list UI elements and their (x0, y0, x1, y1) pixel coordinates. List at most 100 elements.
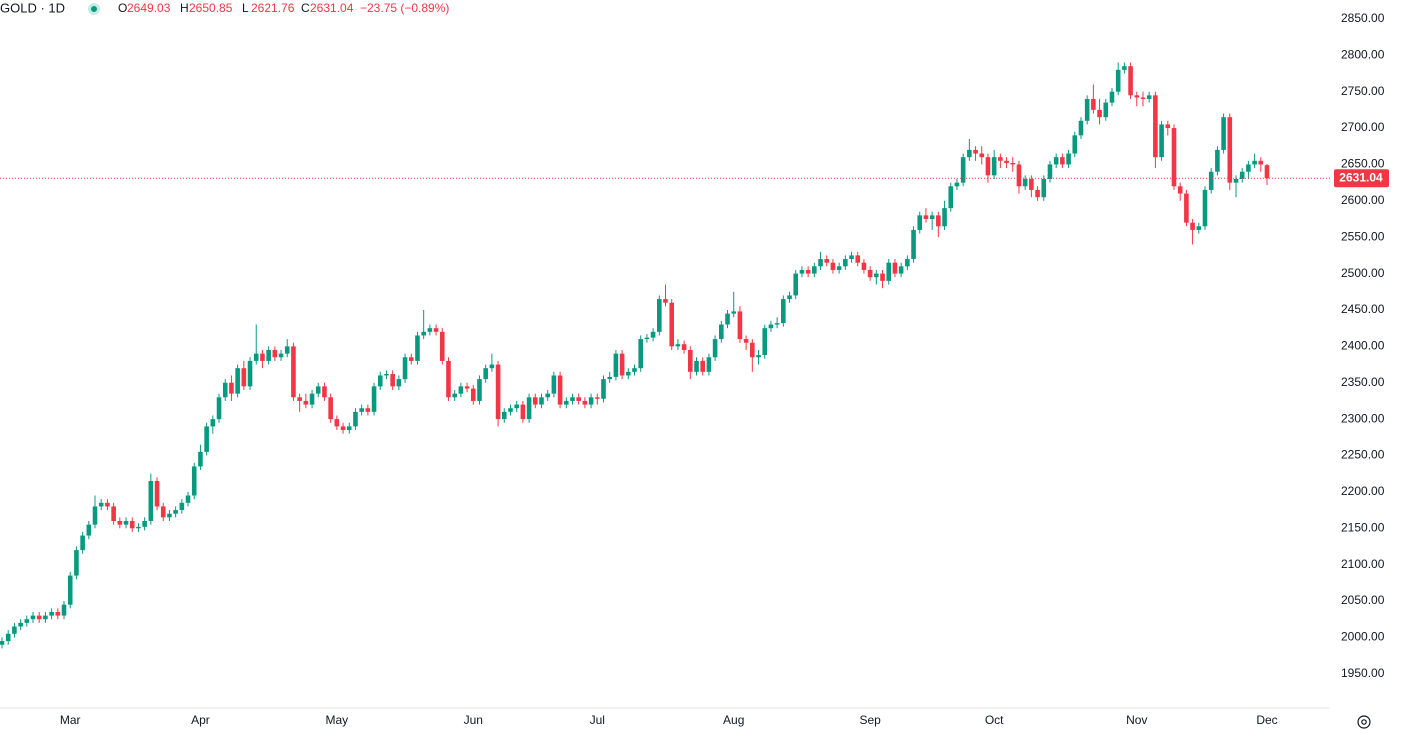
candle-body (836, 266, 842, 270)
candle-body (346, 426, 352, 431)
y-tick-label: 2100.00 (1341, 557, 1385, 571)
candle-body (260, 353, 265, 361)
change-label: −23.75 (−0.89%) (360, 1, 449, 15)
candle-body (526, 397, 532, 420)
candle-body (700, 360, 706, 372)
candle-body (663, 299, 668, 303)
candle-body (278, 353, 284, 358)
candle-body (985, 157, 991, 176)
candle-body (960, 157, 966, 183)
candle-body (1202, 189, 1208, 227)
x-tick-label: May (326, 713, 349, 727)
candle-body (266, 349, 271, 361)
candle-body (477, 379, 482, 401)
candle-body (936, 215, 941, 227)
last-price-tag (1334, 169, 1389, 188)
candle-body (396, 379, 402, 387)
candle-body (1047, 164, 1053, 180)
candle-body (0, 641, 5, 645)
candle-body (1097, 109, 1102, 118)
candle-body (948, 186, 954, 209)
candle-body (874, 273, 879, 278)
candle-body (1072, 135, 1078, 154)
candle-body (384, 374, 389, 376)
settings-icon[interactable] (1357, 715, 1371, 729)
candle-body (12, 626, 17, 634)
candle-body (508, 408, 513, 412)
candle-body (136, 526, 141, 529)
candle-body (929, 215, 935, 220)
y-tick-label: 2150.00 (1341, 520, 1385, 534)
candle-body (855, 255, 861, 263)
candle-body (607, 376, 612, 380)
candle-body (688, 349, 693, 372)
candle-body (117, 520, 123, 525)
candle-body (657, 299, 662, 332)
candle-body (601, 379, 606, 399)
candle-body (67, 575, 73, 605)
candle-body (222, 382, 228, 398)
candle-body (5, 633, 11, 642)
candle-body (1153, 95, 1158, 158)
candle-body (74, 550, 79, 576)
candle-body (582, 400, 588, 405)
candle-body (1066, 153, 1071, 165)
y-tick-label: 2600.00 (1341, 193, 1385, 207)
y-tick-label: 2750.00 (1341, 84, 1385, 98)
ohlc-value: 2621.76 (251, 1, 295, 15)
candle-body (787, 295, 792, 300)
candle-body (1103, 102, 1109, 118)
candle-body (421, 331, 426, 336)
candle-body (36, 615, 42, 620)
ohlc-prefix: C (301, 1, 310, 15)
candle-body (1016, 164, 1022, 187)
candle-body (830, 262, 836, 270)
candle-body (812, 266, 817, 274)
candle-body (539, 397, 544, 405)
candle-body (681, 344, 687, 350)
candle-body (576, 397, 581, 401)
candle-body (706, 357, 712, 372)
candle-body (1146, 95, 1152, 99)
candle-body (359, 408, 364, 412)
candle-body (632, 368, 637, 372)
candle-body (1078, 120, 1084, 136)
candle-body (1041, 179, 1047, 198)
candle-body (520, 404, 526, 420)
candle-body (514, 404, 519, 409)
candle-body (1239, 171, 1245, 180)
candle-body (1022, 179, 1028, 187)
candle-body (1004, 160, 1009, 163)
candle-body (1140, 97, 1146, 99)
candle-body (1122, 66, 1127, 70)
candle-body (185, 495, 191, 503)
candle-body (315, 386, 321, 394)
last-price-label: 2631.04 (1339, 170, 1383, 184)
candle-body (532, 397, 538, 405)
candle-body (570, 397, 575, 401)
candle-body (92, 506, 98, 525)
x-tick-label: Oct (985, 713, 1004, 727)
candle-body (1221, 117, 1226, 150)
candle-body (1196, 226, 1202, 230)
candle-body (458, 386, 464, 394)
candle-body (1035, 189, 1040, 198)
candle-body (892, 262, 898, 274)
y-tick-label: 2300.00 (1341, 411, 1385, 425)
candle-body (644, 337, 650, 340)
candle-body (1246, 164, 1251, 172)
y-tick-label: 1950.00 (1341, 666, 1385, 680)
candle-body (247, 360, 253, 387)
candle-body (365, 408, 371, 412)
candle-body (204, 426, 209, 452)
candle-body (991, 157, 997, 176)
candle-body (613, 353, 619, 377)
x-tick-label: Mar (60, 713, 81, 727)
candle-body (309, 393, 315, 405)
candle-body (235, 368, 240, 394)
candle-body (1165, 124, 1171, 129)
candle-body (1128, 66, 1133, 96)
candle-body (49, 611, 54, 616)
candle-body (861, 262, 867, 270)
